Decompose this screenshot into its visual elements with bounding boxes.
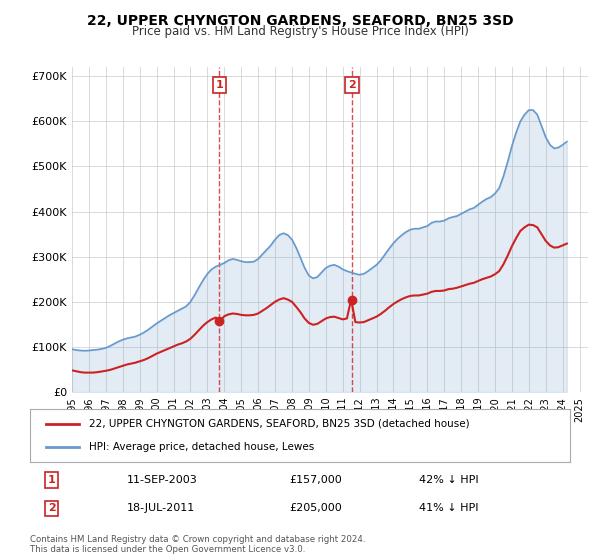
Text: 1: 1 [48, 475, 55, 485]
Text: 42% ↓ HPI: 42% ↓ HPI [419, 475, 478, 485]
Text: £205,000: £205,000 [289, 503, 342, 514]
Text: 1: 1 [215, 80, 223, 90]
Text: 22, UPPER CHYNGTON GARDENS, SEAFORD, BN25 3SD: 22, UPPER CHYNGTON GARDENS, SEAFORD, BN2… [86, 14, 514, 28]
Text: Contains HM Land Registry data © Crown copyright and database right 2024.
This d: Contains HM Land Registry data © Crown c… [30, 535, 365, 554]
Text: 2: 2 [48, 503, 55, 514]
Text: Price paid vs. HM Land Registry's House Price Index (HPI): Price paid vs. HM Land Registry's House … [131, 25, 469, 38]
Text: 22, UPPER CHYNGTON GARDENS, SEAFORD, BN25 3SD (detached house): 22, UPPER CHYNGTON GARDENS, SEAFORD, BN2… [89, 419, 470, 429]
Text: 2: 2 [348, 80, 356, 90]
Text: 11-SEP-2003: 11-SEP-2003 [127, 475, 198, 485]
Text: 18-JUL-2011: 18-JUL-2011 [127, 503, 196, 514]
Text: HPI: Average price, detached house, Lewes: HPI: Average price, detached house, Lewe… [89, 442, 314, 452]
Text: 41% ↓ HPI: 41% ↓ HPI [419, 503, 478, 514]
Text: £157,000: £157,000 [289, 475, 342, 485]
